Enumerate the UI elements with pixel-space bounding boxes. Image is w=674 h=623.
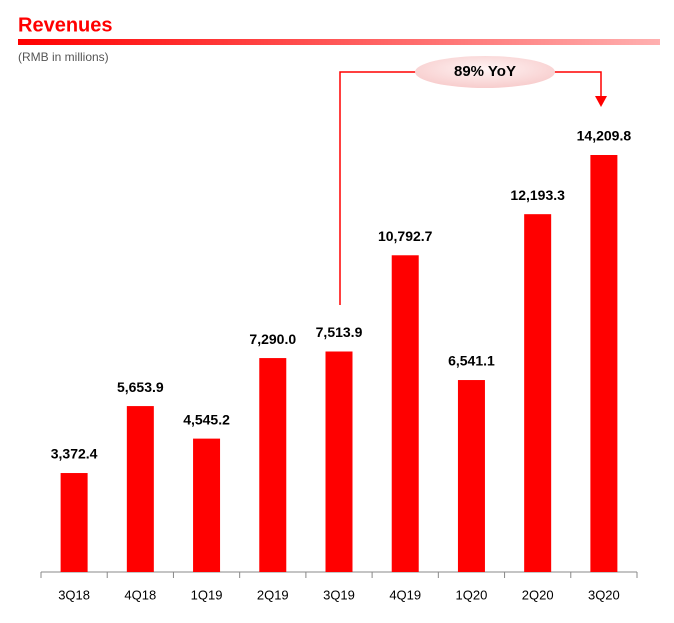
- value-label: 7,290.0: [249, 331, 296, 347]
- annotation-line: [339, 71, 418, 305]
- x-tick-label: 1Q19: [191, 587, 223, 602]
- bar: [457, 380, 485, 572]
- value-label: 3,372.4: [51, 446, 98, 462]
- value-label: 10,792.7: [378, 228, 433, 244]
- subtitle: (RMB in millions): [18, 50, 109, 64]
- bar: [524, 214, 552, 573]
- annotation-pill: [415, 56, 555, 88]
- bar: [325, 351, 353, 572]
- bar: [126, 406, 154, 572]
- value-label: 6,541.1: [448, 353, 495, 369]
- x-tick-label: 2Q20: [522, 587, 554, 602]
- annotation-arrow: [595, 96, 607, 107]
- value-label: 5,653.9: [117, 379, 164, 395]
- x-tick-label: 3Q20: [588, 587, 620, 602]
- x-tick-label: 4Q19: [389, 587, 421, 602]
- chart-title: Revenues: [18, 14, 113, 36]
- bar: [259, 358, 287, 572]
- bar: [193, 438, 221, 572]
- x-tick-label: 2Q19: [257, 587, 289, 602]
- value-label: 7,513.9: [316, 324, 363, 340]
- value-label: 12,193.3: [510, 187, 565, 203]
- bar: [590, 155, 618, 572]
- value-label: 14,209.8: [577, 128, 632, 144]
- value-label: 4,545.2: [183, 411, 230, 427]
- title-rule: [18, 39, 660, 45]
- bar: [60, 473, 88, 572]
- bar: [391, 255, 419, 573]
- x-tick-label: 1Q20: [456, 587, 488, 602]
- x-tick-label: 3Q19: [323, 587, 355, 602]
- annotation: 89% YoY: [454, 63, 516, 80]
- x-tick-label: 4Q18: [124, 587, 156, 602]
- x-tick-label: 3Q18: [58, 587, 90, 602]
- annotation-line: [552, 71, 602, 98]
